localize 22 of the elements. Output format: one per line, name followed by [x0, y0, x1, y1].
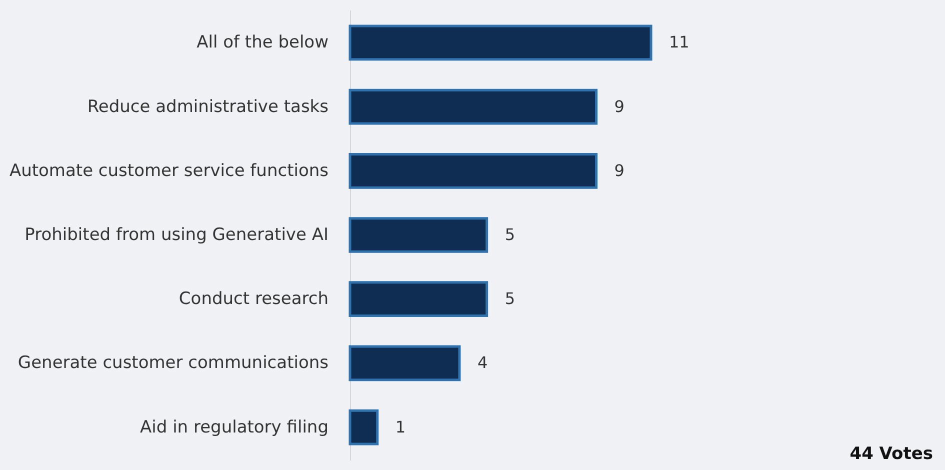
bar — [348, 345, 461, 382]
y-tick-label: Generate customer communications — [18, 353, 329, 374]
bar — [348, 409, 379, 446]
y-tick-label: Aid in regulatory filing — [140, 417, 328, 438]
bar — [348, 152, 598, 189]
data-label: 4 — [477, 353, 488, 372]
bar — [348, 88, 598, 125]
y-tick-label: All of the below — [196, 32, 329, 53]
y-tick-label: Conduct research — [178, 289, 328, 310]
data-label: 5 — [504, 289, 516, 308]
data-label: 9 — [614, 160, 624, 180]
data-label: 9 — [614, 96, 624, 116]
bar — [348, 217, 488, 253]
text: 44 Votes — [850, 444, 933, 464]
bar — [348, 24, 652, 61]
bar — [348, 281, 488, 318]
y-tick-label: Prohibited from using Generative AI — [24, 225, 328, 245]
y-tick-label: Reduce administrative tasks — [87, 96, 329, 117]
data-label: 11 — [669, 32, 690, 52]
y-tick-label: Automate customer service functions — [9, 160, 329, 181]
data-label: 5 — [504, 225, 516, 244]
data-label: 1 — [395, 417, 406, 436]
